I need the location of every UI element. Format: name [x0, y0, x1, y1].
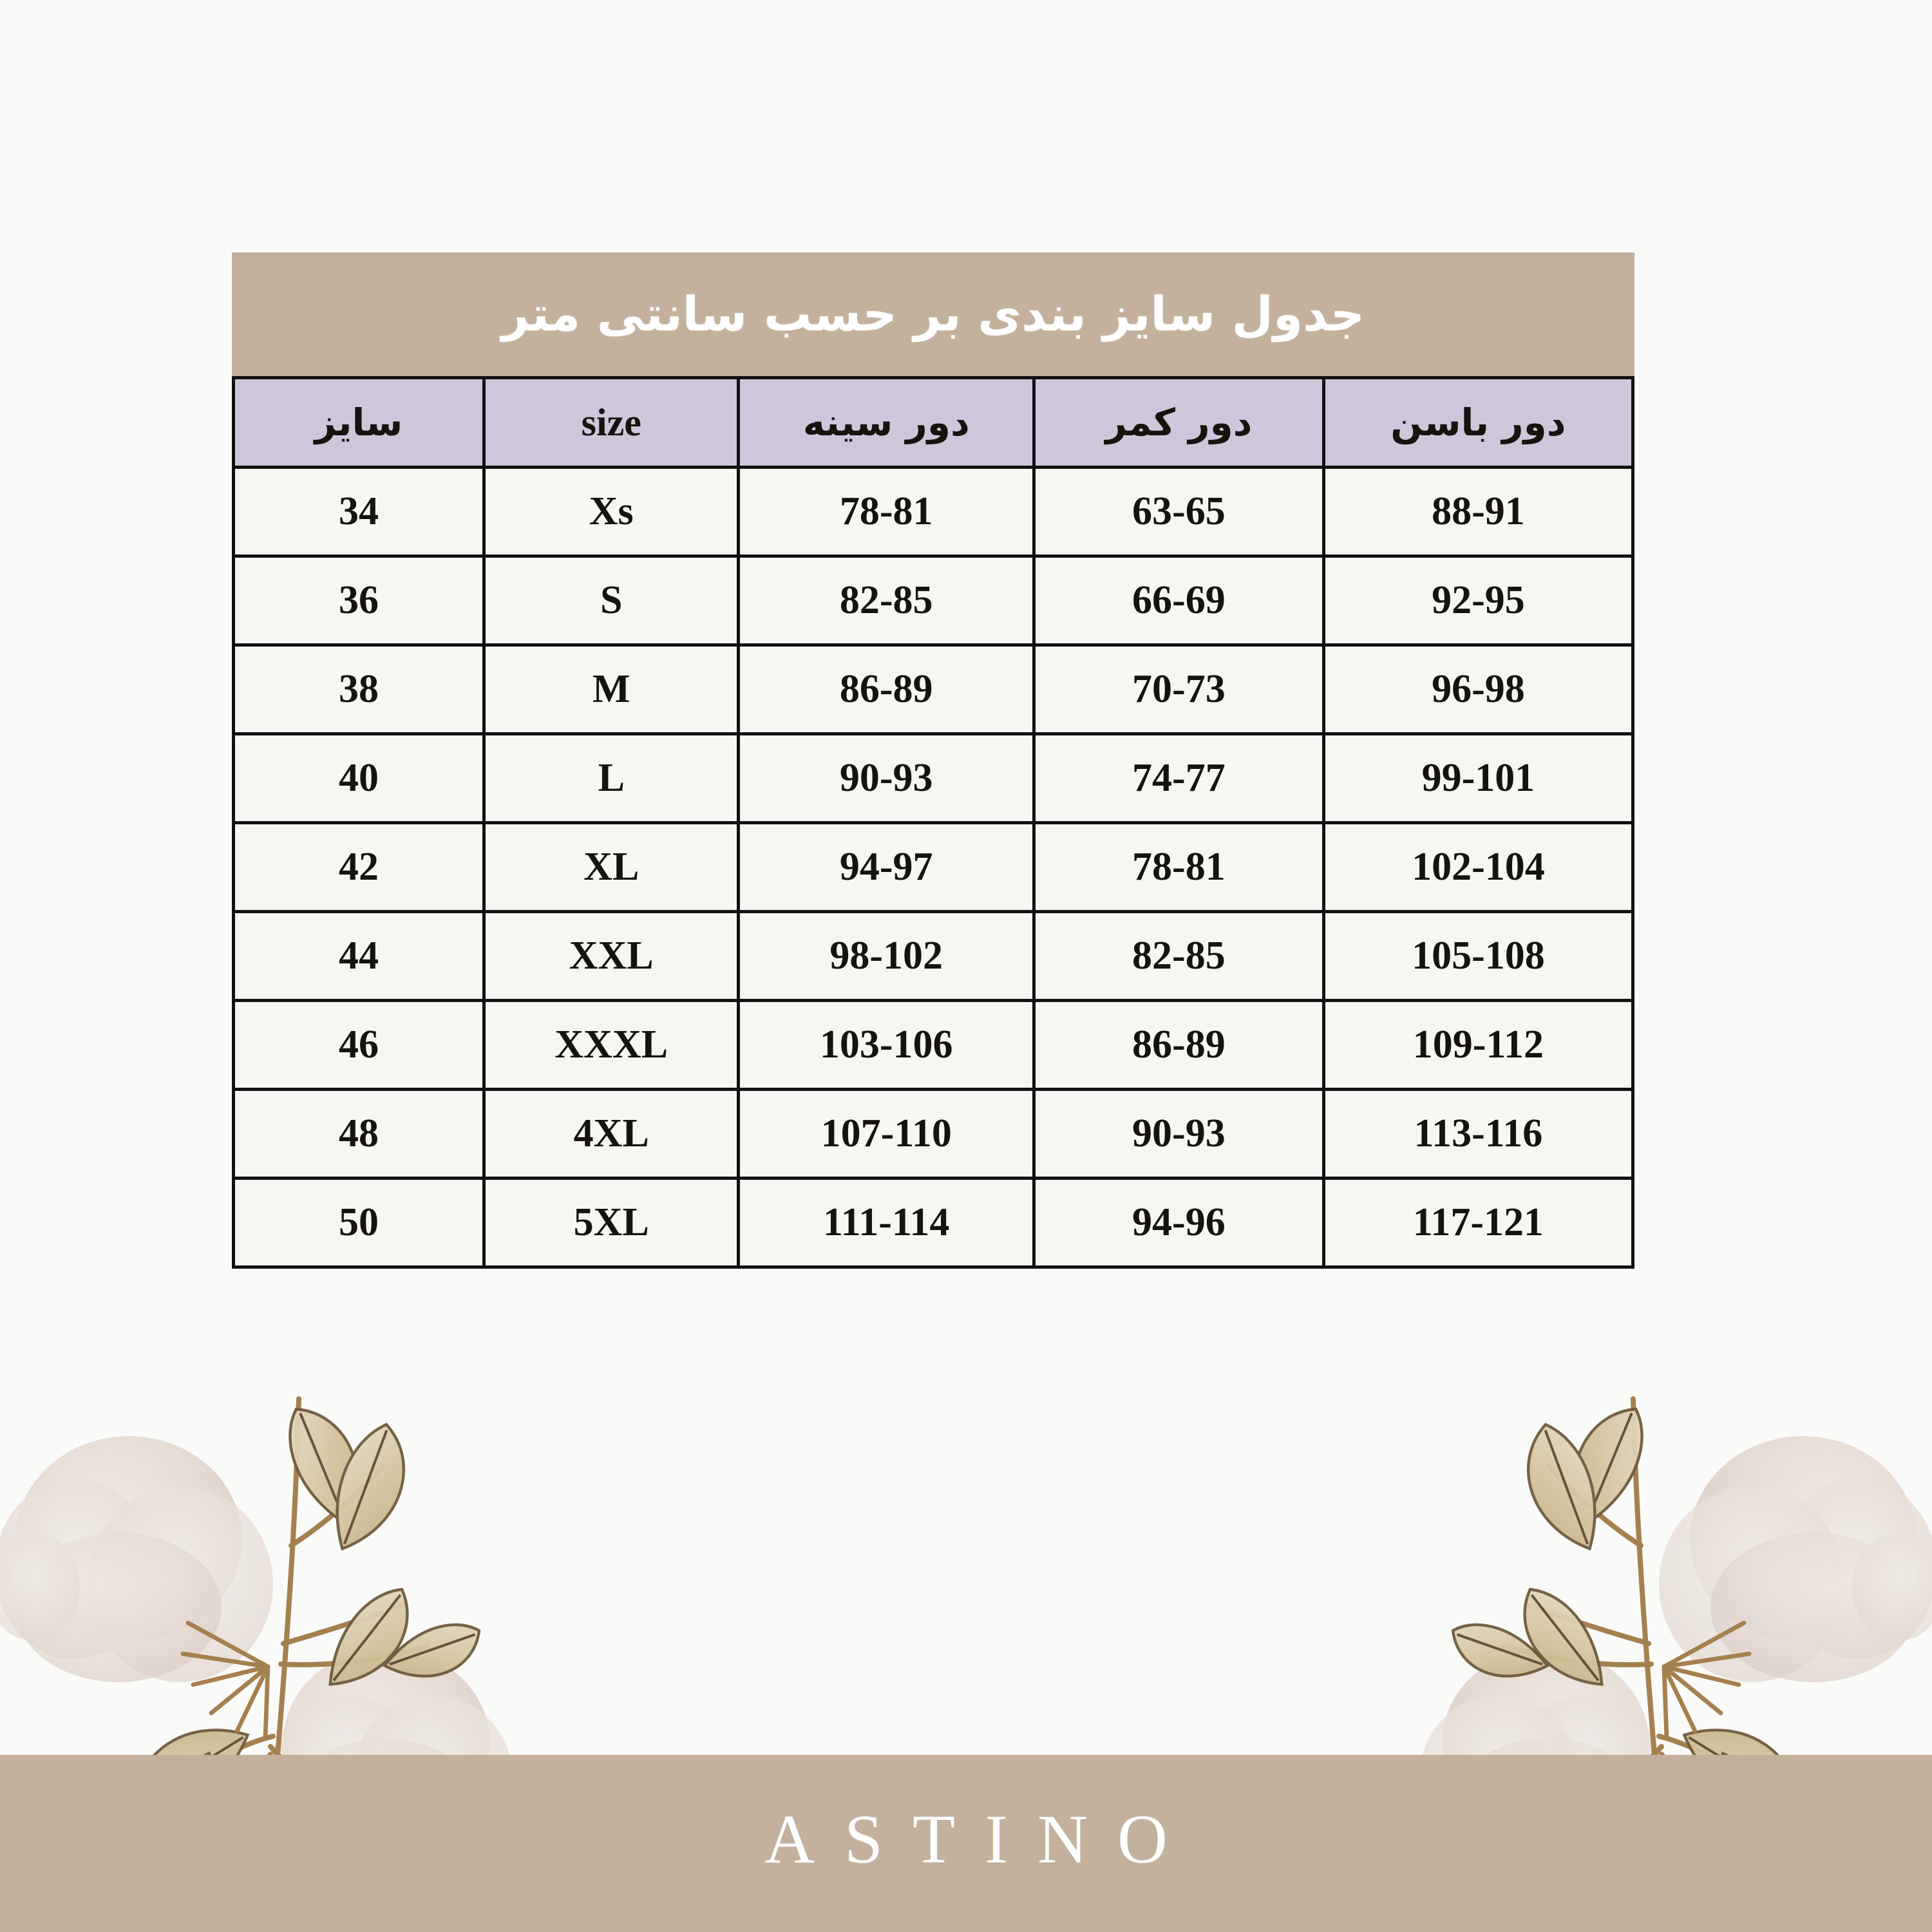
cell-size: S — [482, 554, 741, 647]
table-header-row: دور باسن دور کمر دور سینه size سایز — [232, 376, 1635, 469]
cell-size: L — [482, 732, 741, 824]
cell-hip: 113-116 — [1321, 1088, 1635, 1180]
cell-waist: 90-93 — [1032, 1088, 1325, 1180]
cell-size: 5XL — [482, 1177, 741, 1269]
column-header-bust: دور سینه — [737, 376, 1036, 469]
cell-hip: 102-104 — [1321, 821, 1635, 913]
flower-upper-left — [1659, 1436, 1932, 1682]
cell-size: XL — [482, 821, 741, 913]
cell-bust: 90-93 — [737, 732, 1036, 824]
table-header: دور باسن دور کمر دور سینه size سایز — [232, 376, 1635, 469]
cell-waist: 78-81 — [1032, 821, 1325, 913]
cell-size-number: 40 — [232, 732, 486, 824]
cell-bust: 78-81 — [737, 466, 1036, 558]
table-row: 109-112 86-89 103-106 XXXL 46 — [232, 999, 1635, 1091]
cell-size: XXL — [482, 910, 741, 1002]
cell-hip: 99-101 — [1321, 732, 1635, 824]
cell-bust: 94-97 — [737, 821, 1036, 913]
table-row: 113-116 90-93 107-110 4XL 48 — [232, 1088, 1635, 1180]
cell-bust: 98-102 — [737, 910, 1036, 1002]
cell-bust: 86-89 — [737, 643, 1036, 735]
flower-upper-left — [0, 1436, 273, 1682]
cell-hip: 105-108 — [1321, 910, 1635, 1002]
page-title: جدول سایز بندی بر حسب سانتی متر — [501, 287, 1365, 342]
column-header-waist: دور کمر — [1032, 376, 1325, 469]
cell-size-number: 48 — [232, 1088, 486, 1180]
cell-size: Xs — [482, 466, 741, 558]
cell-waist: 82-85 — [1032, 910, 1325, 1002]
cell-hip: 117-121 — [1321, 1177, 1635, 1269]
cell-waist: 66-69 — [1032, 554, 1325, 647]
cell-bust: 111-114 — [737, 1177, 1036, 1269]
cell-size-number: 42 — [232, 821, 486, 913]
cell-size-number: 44 — [232, 910, 486, 1002]
cell-size-number: 46 — [232, 999, 486, 1091]
size-chart-table: دور باسن دور کمر دور سینه size سایز 88-9… — [232, 376, 1635, 1269]
footer-band: ASTINO — [0, 1755, 1932, 1932]
column-header-size: size — [482, 376, 741, 469]
cell-waist: 86-89 — [1032, 999, 1325, 1091]
brand-logo: ASTINO — [764, 1801, 1197, 1878]
table-row: 105-108 82-85 98-102 XXL 44 — [232, 910, 1635, 1002]
cell-waist: 94-96 — [1032, 1177, 1325, 1269]
cell-size: M — [482, 643, 741, 735]
cell-bust: 82-85 — [737, 554, 1036, 647]
table-body: 88-91 63-65 78-81 Xs 34 92-95 66-69 82-8… — [232, 466, 1635, 1269]
cell-waist: 63-65 — [1032, 466, 1325, 558]
table-row: 117-121 94-96 111-114 5XL 50 — [232, 1177, 1635, 1269]
cell-hip: 96-98 — [1321, 643, 1635, 735]
table-row: 96-98 70-73 86-89 M 38 — [232, 643, 1635, 735]
cell-hip: 92-95 — [1321, 554, 1635, 647]
cell-hip: 109-112 — [1321, 999, 1635, 1091]
size-chart-container: جدول سایز بندی بر حسب سانتی متر دور باسن… — [232, 252, 1635, 1269]
size-chart-title-band: جدول سایز بندی بر حسب سانتی متر — [232, 252, 1634, 376]
table-row: 102-104 78-81 94-97 XL 42 — [232, 821, 1635, 913]
cell-size: 4XL — [482, 1088, 741, 1180]
cell-bust: 107-110 — [737, 1088, 1036, 1180]
table-row: 99-101 74-77 90-93 L 40 — [232, 732, 1635, 824]
table-row: 88-91 63-65 78-81 Xs 34 — [232, 466, 1635, 558]
cell-size-number: 36 — [232, 554, 486, 647]
cell-bust: 103-106 — [737, 999, 1036, 1091]
cell-waist: 70-73 — [1032, 643, 1325, 735]
cell-hip: 88-91 — [1321, 466, 1635, 558]
column-header-size-number: سایز — [232, 376, 486, 469]
table-row: 92-95 66-69 82-85 S 36 — [232, 554, 1635, 647]
cell-waist: 74-77 — [1032, 732, 1325, 824]
cell-size-number: 38 — [232, 643, 486, 735]
cell-size-number: 34 — [232, 466, 486, 558]
column-header-hip: دور باسن — [1321, 376, 1635, 469]
cell-size: XXXL — [482, 999, 741, 1091]
cell-size-number: 50 — [232, 1177, 486, 1269]
